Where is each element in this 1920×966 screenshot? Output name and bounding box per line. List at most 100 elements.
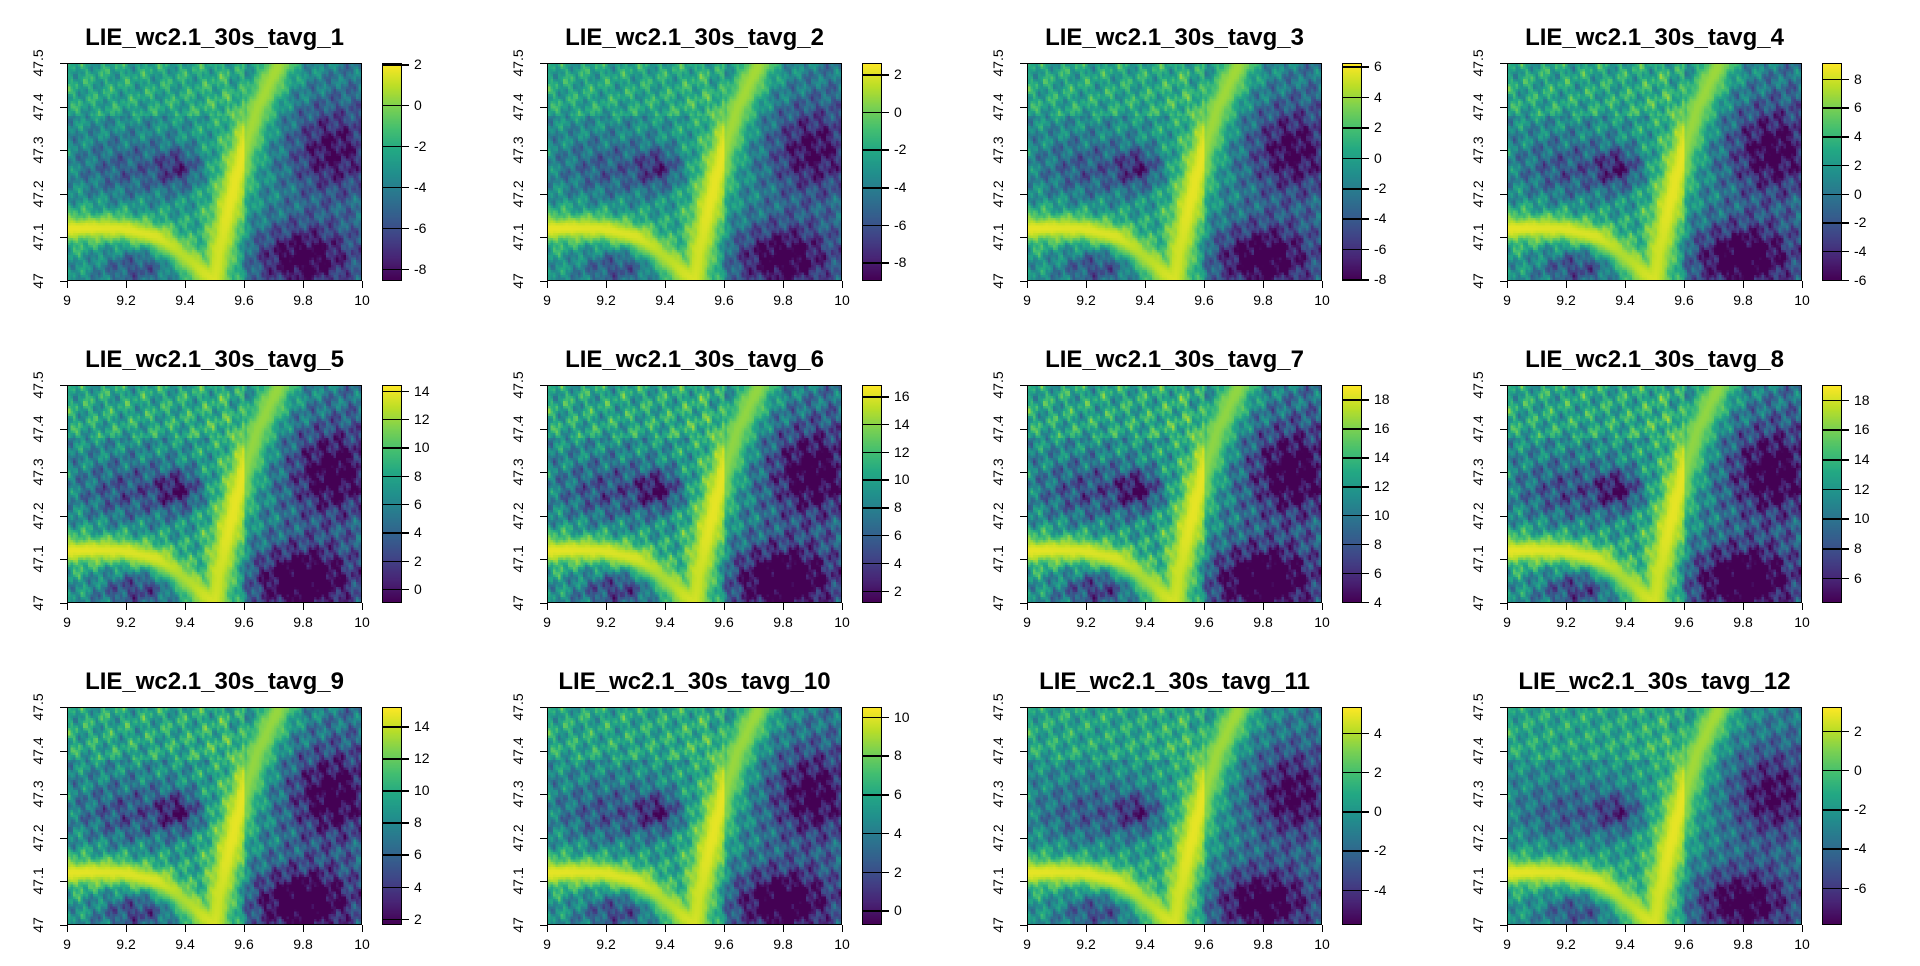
x-axis-tick — [1027, 281, 1028, 288]
legend-tick-label: 6 — [1374, 564, 1382, 581]
panel-title: LIE_wc2.1_30s_tavg_7 — [1045, 346, 1304, 373]
x-axis-tick — [606, 925, 607, 932]
x-axis-tick — [842, 603, 843, 610]
legend-tick — [1822, 107, 1849, 109]
x-axis-tick — [303, 603, 304, 610]
x-axis-tick-label: 9.6 — [1674, 292, 1694, 308]
legend-tick — [1342, 486, 1369, 488]
color-legend-bar — [382, 707, 402, 925]
legend-tick-label: 14 — [1854, 451, 1870, 468]
raster-plot-area — [1507, 63, 1802, 281]
y-axis-tick — [60, 472, 67, 474]
x-axis-tick-label: 9.2 — [116, 936, 136, 952]
y-axis-tick-label: 47.4 — [1470, 414, 1486, 443]
x-axis-tick — [1322, 603, 1323, 610]
raster-image — [1508, 708, 1801, 924]
y-axis-tick — [1020, 794, 1027, 796]
legend-tick-label: 6 — [414, 495, 422, 512]
y-axis-tick — [540, 925, 547, 926]
legend-tick — [382, 503, 409, 506]
legend-tick — [862, 423, 889, 426]
x-axis-tick-label: 10 — [1794, 936, 1810, 952]
y-axis-tick — [1020, 925, 1027, 926]
y-axis-tick — [540, 707, 547, 708]
legend-tick — [862, 187, 889, 189]
y-axis-tick — [60, 63, 67, 64]
legend-tick — [382, 418, 409, 421]
legend-tick-label: -4 — [1374, 210, 1387, 227]
x-axis-tick-label: 9 — [543, 292, 551, 308]
x-axis-tick — [1263, 281, 1264, 288]
y-axis-tick — [1020, 750, 1027, 752]
x-axis-tick-label: 9 — [1023, 614, 1031, 630]
y-axis-tick — [540, 559, 547, 561]
legend-tick-label: -2 — [894, 141, 907, 158]
y-axis-tick — [60, 193, 67, 195]
x-axis-tick — [126, 603, 127, 610]
x-axis-tick — [244, 281, 245, 288]
legend-tick-label: 4 — [1374, 593, 1382, 610]
y-axis-tick — [1020, 385, 1027, 386]
legend-tick — [1822, 848, 1849, 850]
y-axis-tick-label: 47 — [510, 595, 526, 611]
x-axis-tick — [1625, 925, 1626, 932]
legend-tick — [1342, 514, 1369, 517]
x-axis-tick-label: 9.6 — [234, 292, 254, 308]
x-axis-tick — [362, 281, 363, 288]
legend-tick — [1342, 543, 1369, 546]
y-axis-tick-label: 47.3 — [30, 458, 46, 486]
y-axis-tick — [1500, 385, 1507, 386]
y-axis-tick-label: 47 — [510, 917, 526, 933]
legend-tick-label: 4 — [894, 824, 902, 841]
legend-tick-label: 8 — [894, 499, 902, 516]
y-axis-tick — [60, 559, 67, 561]
legend-tick — [1822, 429, 1849, 431]
color-legend-bar — [862, 385, 882, 603]
x-axis-tick-label: 9.6 — [1194, 614, 1214, 630]
legend-tick — [1822, 399, 1849, 402]
legend-tick — [1822, 577, 1849, 580]
legend-tick — [1822, 136, 1849, 138]
raster-panel: LIE_wc2.1_30s_tavg_9 9 9.2 9.4 9.6 9.8 10 47 47.… — [0, 644, 480, 966]
x-axis-tick — [1086, 281, 1087, 288]
x-axis-tick — [724, 281, 725, 288]
legend-tick-label: 2 — [414, 56, 422, 73]
x-axis-tick-label: 9.2 — [1076, 292, 1096, 308]
raster-image — [548, 64, 841, 280]
x-axis-tick — [1566, 603, 1567, 610]
x-axis-tick-label: 9.2 — [116, 292, 136, 308]
legend-tick — [1342, 601, 1369, 604]
y-axis-tick — [1500, 150, 1507, 152]
x-axis-tick-label: 9 — [63, 292, 71, 308]
color-legend-gradient — [1823, 708, 1841, 924]
legend-tick-label: -4 — [1374, 881, 1387, 898]
color-legend-gradient — [1343, 386, 1361, 602]
x-axis-tick — [783, 281, 784, 288]
legend-tick-label: 10 — [894, 471, 910, 488]
y-axis-tick-label: 47.5 — [30, 371, 46, 399]
y-axis-tick — [60, 281, 67, 282]
legend-tick-label: 12 — [414, 410, 430, 427]
legend-tick-label: 2 — [894, 582, 902, 599]
raster-image — [1028, 708, 1321, 924]
legend-tick — [862, 479, 889, 481]
x-axis-tick — [1263, 925, 1264, 932]
y-axis-tick-label: 47.1 — [1470, 545, 1486, 574]
y-axis-tick-label: 47.5 — [990, 49, 1006, 77]
raster-plot-area — [547, 63, 842, 281]
x-axis-tick-label: 10 — [354, 614, 370, 630]
y-axis-tick — [60, 750, 67, 752]
y-axis-tick-label: 47.2 — [510, 824, 526, 852]
y-axis-tick — [60, 515, 67, 517]
raster-panel: LIE_wc2.1_30s_tavg_3 9 9.2 9.4 9.6 9.8 10 47 47.… — [960, 0, 1440, 322]
y-axis-tick-label: 47.5 — [1470, 371, 1486, 399]
y-axis-tick-label: 47.4 — [510, 736, 526, 765]
y-axis-tick — [540, 237, 547, 239]
y-axis-tick-label: 47.5 — [1470, 49, 1486, 77]
legend-tick-label: -6 — [1854, 271, 1867, 288]
legend-tick — [1342, 771, 1369, 774]
y-axis-tick — [1020, 881, 1027, 883]
x-axis-tick — [1145, 281, 1146, 288]
x-axis-tick-label: 9.8 — [773, 614, 793, 630]
legend-tick — [1822, 887, 1849, 890]
